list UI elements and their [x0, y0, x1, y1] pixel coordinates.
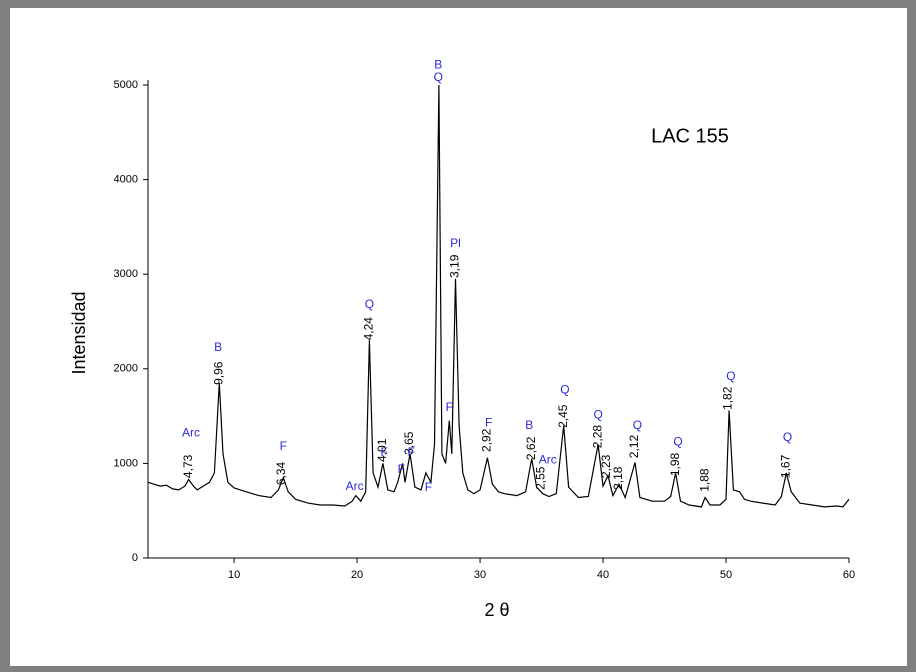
phase-label: Q: [593, 407, 602, 421]
phase-label: Q: [673, 434, 682, 448]
peak-label: 3,19: [448, 254, 462, 278]
x-axis-label: 2 θ: [484, 600, 509, 620]
peak-label: 2,12: [627, 435, 641, 459]
phase-label: Q: [365, 297, 374, 311]
phase-label: F: [398, 462, 405, 476]
phase-label: F: [380, 445, 387, 459]
phase-label: Q: [783, 430, 792, 444]
peak-label: 2,18: [611, 466, 625, 490]
y-tick-label: 4000: [114, 174, 138, 186]
x-tick-label: 30: [474, 569, 486, 581]
peak-label: 2,55: [534, 466, 548, 490]
phase-label: Q: [560, 382, 569, 396]
peak-label: 4,01: [375, 438, 389, 462]
peak-label: 1,67: [778, 454, 792, 478]
x-tick-label: 50: [720, 569, 732, 581]
peak-label: 2,45: [556, 404, 570, 428]
peak-label: 1,88: [697, 468, 711, 492]
phase-label: B: [214, 340, 222, 354]
y-tick-label: 3000: [114, 268, 138, 280]
peak-label: 9,96: [212, 361, 226, 385]
phase-label: Arc: [182, 425, 200, 439]
phase-label: Q: [434, 70, 443, 84]
x-tick-label: 10: [228, 569, 240, 581]
peak-label: 2,62: [524, 436, 538, 460]
x-tick-label: 40: [597, 569, 609, 581]
y-tick-label: 2000: [114, 363, 138, 375]
peak-label: 2,23: [599, 454, 613, 478]
peak-label: 1,82: [721, 386, 735, 410]
phase-label: B: [434, 57, 442, 71]
peak-label: 6,34: [274, 461, 288, 485]
phase-label: F: [280, 439, 287, 453]
peak-label: 3,65: [402, 431, 416, 455]
y-tick-label: 1000: [114, 457, 138, 469]
peak-label: 4,73: [181, 454, 195, 478]
y-tick-label: 5000: [114, 79, 138, 91]
phase-label: Q: [726, 369, 735, 383]
y-tick-label: 0: [132, 552, 138, 564]
peak-label: 1,98: [668, 452, 682, 476]
phase-label: Pl: [450, 236, 461, 250]
phase-label: Arc: [346, 479, 364, 493]
x-tick-label: 20: [351, 569, 363, 581]
chart-title: LAC 155: [651, 125, 729, 147]
phase-label: Arc: [539, 452, 557, 466]
peak-label: 2,28: [590, 425, 604, 449]
x-tick-label: 60: [843, 569, 855, 581]
phase-label: Q: [633, 418, 642, 432]
y-axis-label: Intensidad: [69, 291, 89, 374]
phase-label: F: [408, 445, 415, 459]
phase-label: F: [485, 415, 492, 429]
xrd-line: [147, 84, 850, 508]
phase-label: F: [446, 400, 453, 414]
canvas: [10, 8, 907, 666]
peak-label: 2,92: [480, 428, 494, 452]
peak-label: 4,24: [362, 317, 376, 341]
phase-label: F: [425, 480, 432, 494]
phase-label: B: [525, 418, 533, 432]
